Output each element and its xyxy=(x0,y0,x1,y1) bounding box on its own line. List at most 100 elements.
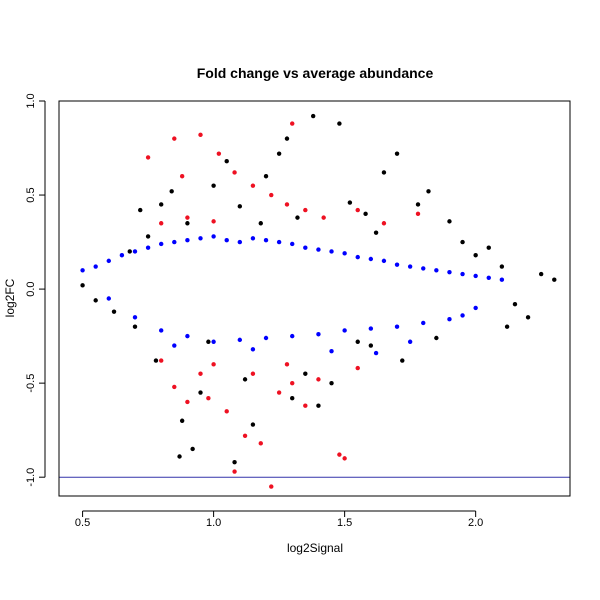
data-point xyxy=(316,377,321,382)
data-point xyxy=(407,264,413,269)
data-point xyxy=(373,230,379,235)
data-point xyxy=(242,377,248,382)
data-point xyxy=(381,221,387,226)
data-point xyxy=(434,268,439,273)
data-point xyxy=(216,151,222,156)
y-tick-label: 1.0 xyxy=(25,93,37,108)
data-point xyxy=(153,358,159,363)
data-point xyxy=(368,256,374,262)
data-point xyxy=(159,328,164,333)
data-point xyxy=(303,245,308,250)
data-point xyxy=(250,422,256,427)
data-point xyxy=(394,262,400,267)
data-point xyxy=(224,158,229,164)
data-point xyxy=(473,305,478,311)
y-axis-title: log2FC xyxy=(3,278,17,317)
data-point xyxy=(258,221,263,226)
x-tick-label: 0.5 xyxy=(75,517,90,529)
data-point xyxy=(138,207,143,213)
data-point xyxy=(347,200,353,205)
data-point xyxy=(303,371,308,376)
data-point xyxy=(415,211,421,217)
data-point xyxy=(499,264,505,269)
data-point xyxy=(460,239,465,245)
data-point xyxy=(185,399,190,405)
data-point xyxy=(342,456,347,461)
x-axis: 0.5 1.0 1.5 2.0 xyxy=(75,510,483,529)
data-point xyxy=(552,277,557,282)
x-axis-title: log2Signal xyxy=(287,541,343,555)
y-tick-label: 0.0 xyxy=(25,281,37,296)
data-point xyxy=(321,215,326,220)
data-point xyxy=(190,446,195,452)
data-point xyxy=(290,395,295,401)
data-point xyxy=(290,333,295,339)
data-point xyxy=(525,315,531,320)
data-point xyxy=(132,324,138,329)
data-point xyxy=(394,324,400,329)
data-point xyxy=(224,237,229,243)
data-point xyxy=(237,204,243,209)
data-point xyxy=(132,315,138,320)
data-point xyxy=(284,202,290,207)
x-tick-label: 1.5 xyxy=(337,517,352,529)
data-point xyxy=(206,395,211,401)
data-point xyxy=(407,339,413,344)
data-point xyxy=(368,326,374,331)
data-point xyxy=(263,237,269,243)
plot-frame xyxy=(58,100,571,497)
data-point xyxy=(415,202,421,207)
data-point xyxy=(447,219,452,224)
data-point xyxy=(269,192,274,198)
data-point xyxy=(80,268,85,273)
x-tick-label: 2.0 xyxy=(468,517,483,529)
y-axis: -1.0 -0.5 0.0 0.5 1.0 xyxy=(25,93,46,487)
data-point xyxy=(224,409,229,414)
data-point xyxy=(310,113,316,119)
data-point xyxy=(337,452,342,457)
data-point xyxy=(290,380,295,386)
data-point xyxy=(290,121,295,126)
data-point xyxy=(460,313,465,318)
data-point xyxy=(127,249,132,254)
data-point xyxy=(211,362,216,367)
data-point xyxy=(211,339,216,344)
data-point xyxy=(512,301,518,307)
data-point xyxy=(250,183,256,188)
data-point xyxy=(504,324,510,329)
data-point xyxy=(198,390,203,395)
data-point xyxy=(316,403,321,408)
data-point xyxy=(342,328,347,333)
data-point xyxy=(303,207,308,213)
data-point xyxy=(447,269,452,275)
data-point xyxy=(295,215,300,220)
series-1 xyxy=(80,234,505,356)
data-point xyxy=(337,121,342,126)
data-point xyxy=(242,433,248,439)
data-point xyxy=(368,343,374,348)
data-point xyxy=(198,132,203,138)
data-point xyxy=(473,273,478,279)
data-point xyxy=(394,151,400,156)
data-point xyxy=(284,136,290,141)
data-point xyxy=(316,247,321,252)
data-point xyxy=(232,459,237,465)
data-point xyxy=(250,371,256,376)
data-point xyxy=(172,384,177,390)
data-point xyxy=(185,333,190,339)
data-point xyxy=(232,170,237,175)
data-point xyxy=(211,183,216,188)
data-point xyxy=(119,253,125,258)
data-point xyxy=(447,316,452,322)
y-tick-label: 0.5 xyxy=(25,187,37,202)
data-point xyxy=(198,236,203,241)
data-point xyxy=(355,207,360,213)
data-point xyxy=(106,258,111,264)
data-point xyxy=(237,337,243,343)
data-point xyxy=(179,418,185,423)
data-point xyxy=(211,219,216,224)
data-point xyxy=(460,271,465,277)
data-point xyxy=(355,339,360,344)
data-point xyxy=(538,271,544,277)
data-point xyxy=(172,343,177,348)
